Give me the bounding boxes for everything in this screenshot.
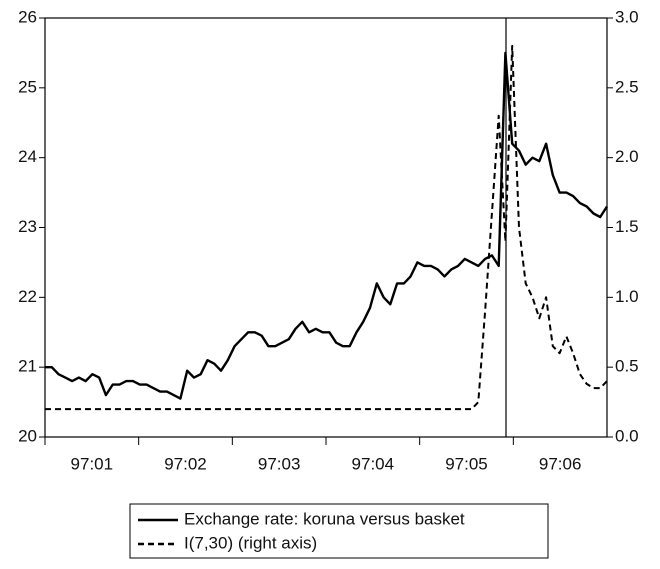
legend-box [129, 503, 549, 559]
y2-tick-label: 0.5 [615, 357, 639, 376]
x-tick-label: 97:02 [164, 454, 207, 473]
legend-label: I(7,30) (right axis) [184, 533, 317, 552]
y2-tick-label: 0.0 [615, 426, 639, 445]
y-tick-label: 23 [18, 217, 37, 236]
y-tick-label: 24 [18, 147, 37, 166]
y2-tick-label: 2.5 [615, 77, 639, 96]
series-line [45, 51, 609, 400]
x-tick-label: 97:05 [445, 454, 488, 473]
y-tick-label: 21 [18, 357, 37, 376]
x-tick-label: 97:06 [539, 454, 582, 473]
y-tick-label: 26 [18, 7, 37, 26]
y2-tick-label: 1.5 [615, 217, 639, 236]
x-tick-label: 97:04 [352, 454, 395, 473]
y2-tick-label: 3.0 [615, 7, 639, 26]
y-tick-label: 20 [18, 426, 37, 445]
y2-tick-label: 2.0 [615, 147, 639, 166]
legend-label: Exchange rate: koruna versus basket [184, 509, 465, 528]
y-tick-label: 22 [18, 287, 37, 306]
x-tick-label: 97:03 [258, 454, 301, 473]
x-tick-label: 97:01 [71, 454, 114, 473]
series-line [45, 44, 608, 411]
plot-frame [44, 17, 608, 438]
y-tick-label: 25 [18, 77, 37, 96]
y2-tick-label: 1.0 [615, 287, 639, 306]
